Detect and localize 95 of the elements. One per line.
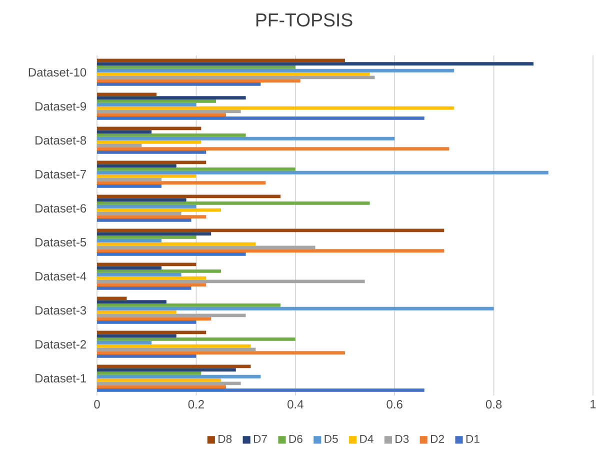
- legend-label: D6: [289, 434, 302, 443]
- bar: [97, 228, 444, 232]
- legend-label: D1: [466, 434, 480, 443]
- bar: [97, 110, 241, 114]
- bar: [97, 304, 281, 307]
- bar: [97, 388, 424, 392]
- bar: [97, 92, 157, 96]
- legend-label: D7: [254, 434, 267, 443]
- y-tick-label: Dataset-4: [36, 272, 86, 281]
- bar: [97, 68, 454, 72]
- bar: [97, 238, 162, 242]
- bar: [97, 364, 251, 368]
- bar: [97, 204, 196, 208]
- bar: [97, 270, 222, 273]
- legend-label: D4: [360, 434, 374, 443]
- x-tick-label: 0: [94, 400, 100, 409]
- bar: [97, 102, 196, 106]
- bar: [97, 79, 300, 83]
- bar: [97, 184, 162, 188]
- bar: [97, 354, 196, 358]
- bar: [97, 160, 206, 164]
- bar: [97, 296, 127, 300]
- chart-title: PF-TOPSIS: [256, 13, 352, 27]
- legend-label: D5: [324, 434, 338, 443]
- bar: [97, 262, 196, 266]
- bar: [97, 306, 494, 310]
- y-tick-label: Dataset-9: [36, 102, 86, 111]
- bar: [97, 372, 202, 375]
- y-tick-label: Dataset-10: [28, 68, 86, 77]
- x-tick-label: 0.8: [486, 400, 502, 409]
- bar: [97, 374, 261, 378]
- bar: [97, 144, 142, 148]
- bar: [97, 368, 236, 372]
- bar: [97, 246, 316, 250]
- bar: [97, 320, 196, 324]
- y-tick-label: Dataset-8: [36, 136, 86, 145]
- bar: [97, 126, 202, 130]
- bar: [97, 334, 176, 338]
- bar: [97, 249, 444, 253]
- bar: [97, 170, 548, 174]
- y-tick-label: Dataset-3: [36, 306, 86, 315]
- bar: [97, 134, 246, 137]
- legend-label: D2: [430, 434, 444, 443]
- bar: [97, 236, 196, 239]
- bar: [97, 150, 206, 154]
- bar: [97, 330, 206, 334]
- x-tick-label: 0.2: [188, 400, 204, 409]
- bar: [97, 168, 296, 171]
- bar: [97, 317, 212, 321]
- x-tick-label: 1: [590, 400, 596, 408]
- bar: [97, 382, 241, 386]
- bar: [97, 116, 424, 120]
- bar: [97, 280, 365, 284]
- bar: [97, 66, 296, 69]
- legend-label: D8: [218, 434, 232, 443]
- bar: [97, 348, 256, 352]
- bar: [97, 272, 182, 276]
- y-tick-label: Dataset-6: [36, 204, 86, 213]
- x-tick-label: 0.4: [288, 400, 304, 409]
- y-tick-label: Dataset-2: [36, 340, 86, 349]
- bar: [97, 286, 192, 290]
- bar: [97, 215, 206, 219]
- bar: [97, 96, 246, 100]
- bar: [97, 338, 296, 341]
- bar: [97, 164, 176, 168]
- bar: [97, 252, 246, 256]
- bar: [97, 58, 346, 62]
- bar: [97, 82, 261, 86]
- bar: [97, 212, 182, 216]
- bar: [97, 178, 162, 182]
- bar: [97, 340, 152, 344]
- bar: [97, 76, 375, 80]
- x-tick-label: 0.6: [386, 400, 402, 409]
- bar: [97, 232, 212, 236]
- bar: [97, 385, 226, 389]
- bar: [97, 130, 152, 134]
- bar: [97, 147, 450, 151]
- bar: [97, 218, 192, 222]
- bar: [97, 351, 346, 355]
- bar: [97, 283, 206, 287]
- legend-label: D3: [396, 434, 409, 443]
- bar: [97, 198, 186, 202]
- bar: [97, 100, 216, 103]
- bar: [97, 62, 534, 66]
- bar: [97, 181, 266, 185]
- y-tick-label: Dataset-5: [36, 238, 86, 247]
- bar: [97, 266, 162, 270]
- bar: [97, 300, 166, 304]
- bar: [97, 136, 395, 140]
- bar: [97, 314, 246, 318]
- y-tick-label: Dataset-1: [36, 374, 86, 383]
- bar: [97, 202, 370, 205]
- y-tick-label: Dataset-7: [36, 170, 86, 179]
- bar: [97, 194, 281, 198]
- bar: [97, 113, 226, 117]
